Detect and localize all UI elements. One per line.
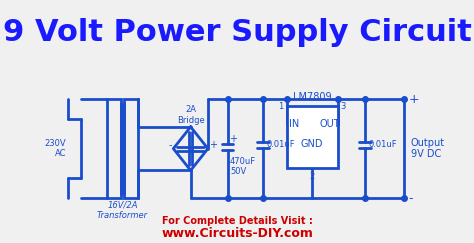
Bar — [124, 99, 138, 198]
Text: 9 Volt Power Supply Circuit: 9 Volt Power Supply Circuit — [2, 18, 472, 47]
Text: For Complete Details Visit :: For Complete Details Visit : — [162, 216, 312, 226]
Text: 1: 1 — [278, 102, 283, 111]
Text: 3: 3 — [340, 102, 346, 111]
Text: IN: IN — [289, 119, 300, 129]
Text: 16V/2A
Transformer: 16V/2A Transformer — [97, 200, 148, 220]
Text: www.Circuits-DIY.com: www.Circuits-DIY.com — [161, 227, 313, 240]
Text: -: - — [168, 140, 172, 150]
Text: LM7809: LM7809 — [293, 92, 331, 102]
Text: GND: GND — [301, 139, 323, 149]
Text: OUT: OUT — [319, 119, 340, 129]
Text: 0.01uF: 0.01uF — [266, 140, 295, 149]
Text: 2: 2 — [310, 173, 315, 182]
Bar — [286, 106, 337, 168]
Text: 470uF
50V: 470uF 50V — [230, 156, 256, 176]
Text: 230V
AC: 230V AC — [45, 139, 66, 158]
Text: +: + — [210, 140, 218, 150]
Text: 0.01uF: 0.01uF — [368, 140, 397, 149]
Text: +: + — [408, 93, 419, 106]
Text: +: + — [229, 134, 237, 144]
Text: Output
9V DC: Output 9V DC — [410, 138, 445, 159]
Text: 2A
Bridge: 2A Bridge — [177, 105, 204, 125]
Bar — [107, 99, 121, 198]
Text: -: - — [408, 192, 413, 205]
